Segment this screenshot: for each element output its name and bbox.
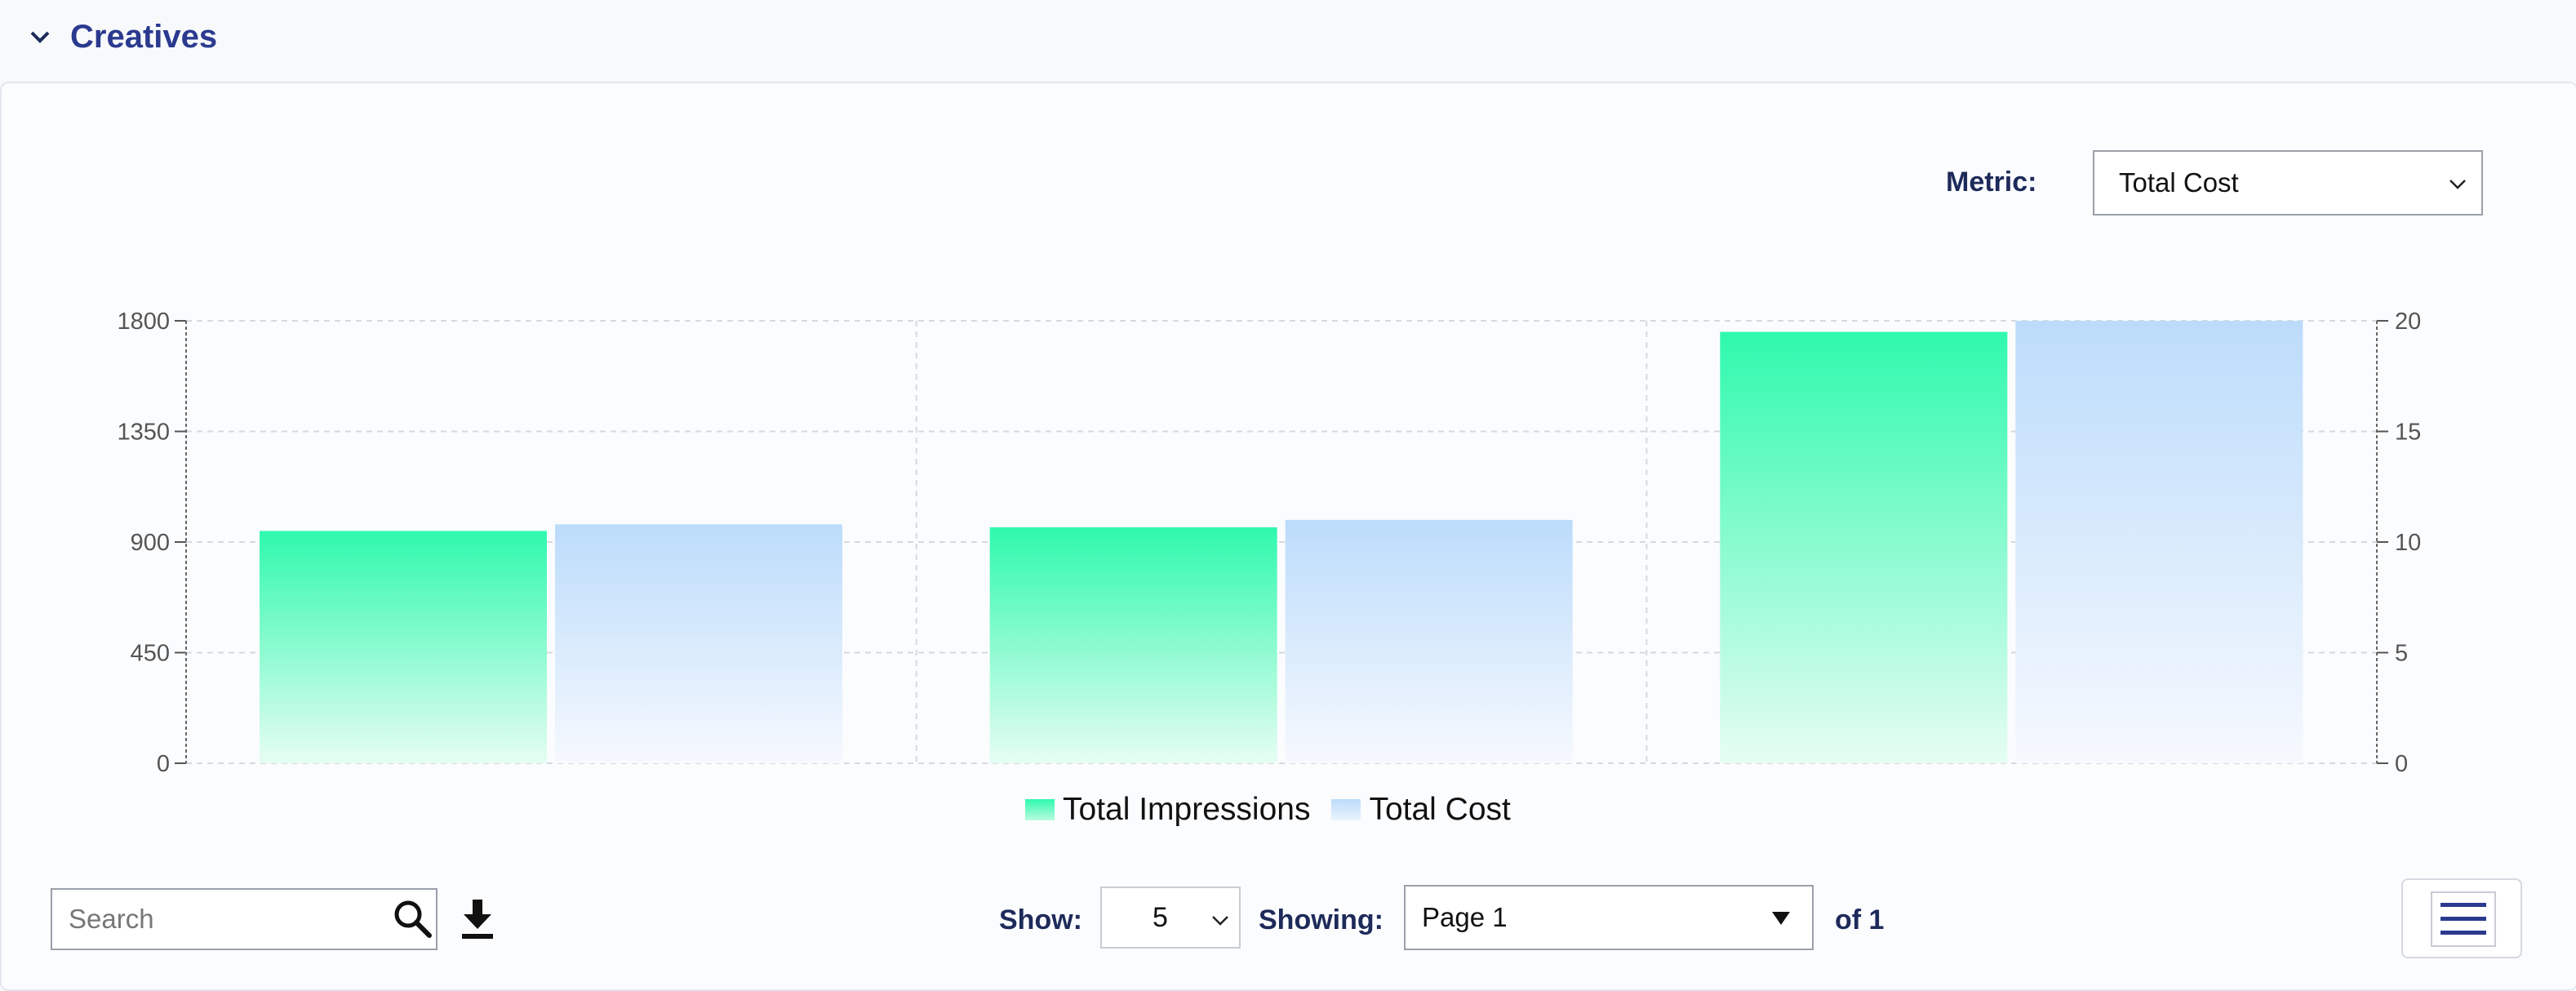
legend-item-cost[interactable]: Total Cost xyxy=(1331,792,1511,828)
creatives-section-toggle[interactable]: Creatives xyxy=(28,13,217,60)
search-input[interactable] xyxy=(52,890,379,949)
bar-total-impressions xyxy=(989,527,1277,763)
bar-total-impressions xyxy=(260,531,547,763)
metric-label: Metric: xyxy=(1946,167,2037,198)
search-box xyxy=(51,888,437,950)
show-label: Show: xyxy=(999,904,1082,935)
chevron-down-icon xyxy=(2449,180,2466,189)
bar-chart: 0 450 900 1350 1800 0 5 10 15 20 xyxy=(117,309,2421,777)
bar-total-cost xyxy=(1285,519,1573,763)
left-axis-tick-label: 450 xyxy=(131,641,170,667)
left-axis-tick-label: 1800 xyxy=(117,309,170,335)
right-axis-tick-label: 20 xyxy=(2395,309,2421,335)
chevron-down-icon xyxy=(30,31,50,43)
legend-swatch-impressions xyxy=(1025,799,1055,820)
bar-total-impressions xyxy=(1720,331,2008,763)
left-axis-tick-label: 900 xyxy=(131,530,170,556)
section-title: Creatives xyxy=(70,18,218,55)
metric-selected-value: Total Cost xyxy=(2119,167,2239,198)
hamburger-menu-icon xyxy=(2431,891,2496,947)
legend-label-cost: Total Cost xyxy=(1369,792,1511,827)
right-axis-tick-label: 10 xyxy=(2395,530,2421,556)
legend-label-impressions: Total Impressions xyxy=(1063,792,1311,827)
metric-select[interactable]: Total Cost xyxy=(2093,150,2483,216)
left-axis-tick-label: 1350 xyxy=(117,420,170,446)
page-size-value: 5 xyxy=(1153,901,1168,933)
chevron-down-icon xyxy=(1212,916,1228,926)
page-size-select[interactable]: 5 xyxy=(1100,887,1241,949)
right-axis-tick-label: 0 xyxy=(2395,751,2408,777)
left-axis-tick-label: 0 xyxy=(157,751,170,777)
bar-total-cost xyxy=(555,524,842,763)
page-select-value: Page 1 xyxy=(1422,902,1508,932)
total-pages-label: of 1 xyxy=(1835,904,1885,935)
legend-swatch-cost xyxy=(1331,799,1361,820)
right-axis-tick-label: 15 xyxy=(2395,420,2421,446)
page-select[interactable]: Page 1 xyxy=(1404,885,1814,950)
showing-label: Showing: xyxy=(1259,904,1383,935)
menu-button[interactable] xyxy=(2401,878,2522,958)
chart-legend: Total Impressions Total Cost xyxy=(1025,789,1511,831)
caret-down-icon xyxy=(1772,912,1790,925)
legend-item-impressions[interactable]: Total Impressions xyxy=(1025,792,1310,828)
download-icon[interactable] xyxy=(457,896,498,940)
right-axis-tick-label: 5 xyxy=(2395,641,2408,667)
bar-total-cost xyxy=(2015,321,2303,763)
search-icon[interactable] xyxy=(392,898,434,940)
